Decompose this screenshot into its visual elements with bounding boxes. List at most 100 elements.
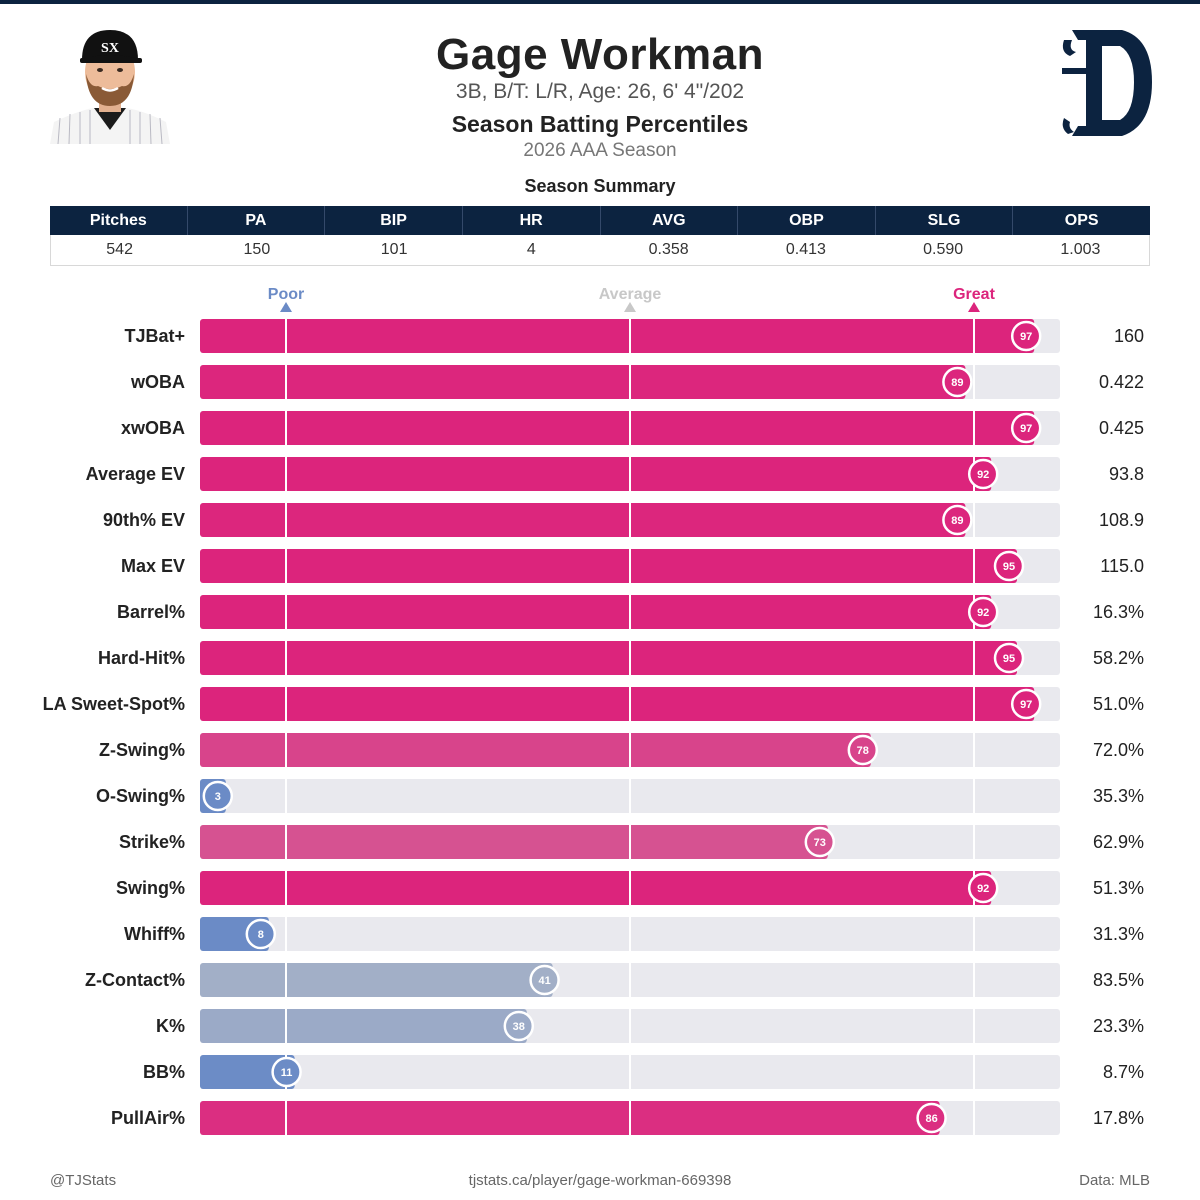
stat-value-k: 23.3% [1093,1016,1144,1036]
summary-col-slg: SLG [876,206,1014,235]
summary-val-avg: 0.358 [648,241,689,258]
stat-value-hard-hit: 58.2% [1093,648,1144,668]
percentile-badge-k [503,1010,535,1042]
summary-col-hr: HR [463,206,601,235]
summary-val-ops: 1.003 [1060,241,1101,258]
percentile-text-pullair: 86 [925,1113,937,1125]
stat-value-90th-ev: 108.9 [1099,510,1144,530]
row-label-woba: wOBA [130,372,185,392]
row-label-barrel: Barrel% [117,602,185,622]
row-label-pullair: PullAir% [111,1108,185,1128]
bar-swing [200,871,992,905]
bar-strike [200,825,828,859]
row-label-k: K% [156,1016,185,1036]
row-label-90th-ev: 90th% EV [103,510,185,530]
stat-value-bb: 8.7% [1103,1062,1144,1082]
row-label-z-swing: Z-Swing% [99,740,185,760]
row-label-tjbat: TJBat+ [124,326,185,346]
percentile-text-o-swing: 3 [215,791,221,803]
stat-value-barrel: 16.3% [1093,602,1144,622]
percentile-text-k: 38 [513,1021,525,1033]
stat-value-xwoba: 0.425 [1099,418,1144,438]
bar-barrel [200,595,992,629]
percentile-text-xwoba: 97 [1020,423,1032,435]
footer-source: Data: MLB [1079,1172,1150,1189]
stat-value-z-contact: 83.5% [1093,970,1144,990]
bar-max-ev [200,549,1017,583]
percentile-text-average-ev: 92 [977,469,989,481]
stat-value-max-ev: 115.0 [1100,556,1144,576]
bar-z-contact [200,963,553,997]
summary-value-row: 542 150 101 4 0.358 0.413 0.590 1.003 [50,235,1150,266]
percentile-text-woba: 89 [951,377,963,389]
percentile-badge-pullair [916,1102,947,1134]
footer-url[interactable]: tjstats.ca/player/gage-workman-669398 [468,1172,732,1189]
bar-z-swing [200,733,871,767]
row-label-average-ev: Average EV [86,464,185,484]
marker-label-great: Great [953,286,995,303]
percentile-badge-average-ev [967,458,999,490]
player-bio: 3B, B/T: L/R, Age: 26, 6' 4"/202 [455,80,745,103]
season-summary-table: Pitches PA BIP HR AVG OBP SLG OPS 542 15… [50,206,1150,266]
summary-val-pitches: 542 [106,241,133,258]
row-label-hard-hit: Hard-Hit% [98,648,185,668]
percentile-badge-z-swing [847,734,879,766]
report-subtitle: 2026 AAA Season [523,140,677,161]
percentile-text-bb: 11 [281,1067,293,1079]
summary-val-pa: 150 [243,241,271,258]
percentile-badge-hard-hit [993,642,1025,674]
bar-average-ev [200,457,992,491]
percentile-text-hard-hit: 95 [1003,653,1015,665]
percentile-chart: Poor Average Great TJBat+ 97 160 wOBA 89 0.422 xw… [43,286,1144,1135]
summary-val-bip: 101 [380,241,408,258]
bar-woba [200,365,966,399]
bar-pullair [200,1101,940,1135]
bar-hard-hit [200,641,1017,675]
percentile-text-90th-ev: 89 [951,515,963,527]
percentile-badge-barrel [967,596,999,628]
summary-val-obp: 0.413 [785,241,826,258]
summary-col-pa: PA [188,206,326,235]
marker-triangle-great [968,302,980,312]
row-label-bb: BB% [143,1062,185,1082]
row-label-o-swing: O-Swing% [96,786,185,806]
percentile-badge-xwoba [1010,412,1042,444]
marker-triangle-average [624,302,636,312]
percentile-badge-woba [942,366,973,398]
bar-tjbat [200,319,1035,353]
row-label-la-sweet-spot: LA Sweet-Spot% [43,694,185,714]
bar-90th-ev [200,503,966,537]
report-title: Season Batting Percentiles [451,111,749,137]
top-rule [0,0,1200,4]
percentile-badge-90th-ev [942,504,973,536]
summary-header-row: Pitches PA BIP HR AVG OBP SLG OPS [50,206,1150,235]
stat-value-whiff: 31.3% [1093,924,1144,944]
stat-value-strike: 62.9% [1093,832,1144,852]
summary-val-slg: 0.590 [923,241,964,258]
summary-col-pitches: Pitches [50,206,188,235]
percentile-badge-o-swing [202,780,234,812]
percentile-badge-swing [967,872,999,904]
stat-value-pullair: 17.8% [1093,1108,1144,1128]
percentile-text-strike: 73 [814,837,826,849]
stat-value-woba: 0.422 [1099,372,1144,392]
player-name: Gage Workman [436,30,764,79]
percentile-text-tjbat: 97 [1020,331,1032,343]
stat-value-average-ev: 93.8 [1109,464,1144,484]
percentile-text-swing: 92 [977,883,989,895]
percentile-text-whiff: 8 [258,929,264,941]
marker-label-poor: Poor [268,286,304,303]
row-label-max-ev: Max EV [121,556,185,576]
row-label-xwoba: xwOBA [121,418,185,438]
summary-col-ops: OPS [1064,212,1099,229]
stat-value-swing: 51.3% [1093,878,1144,898]
summary-title: Season Summary [524,176,676,196]
marker-triangle-poor [280,302,292,312]
percentile-badge-bb [271,1056,302,1088]
percentile-badge-la-sweet-spot [1010,688,1042,720]
stat-value-o-swing: 35.3% [1093,786,1144,806]
row-label-strike: Strike% [119,832,185,852]
team-logo [1058,22,1158,146]
summary-col-obp: OBP [738,206,876,235]
footer-handle: @TJStats [50,1172,117,1189]
